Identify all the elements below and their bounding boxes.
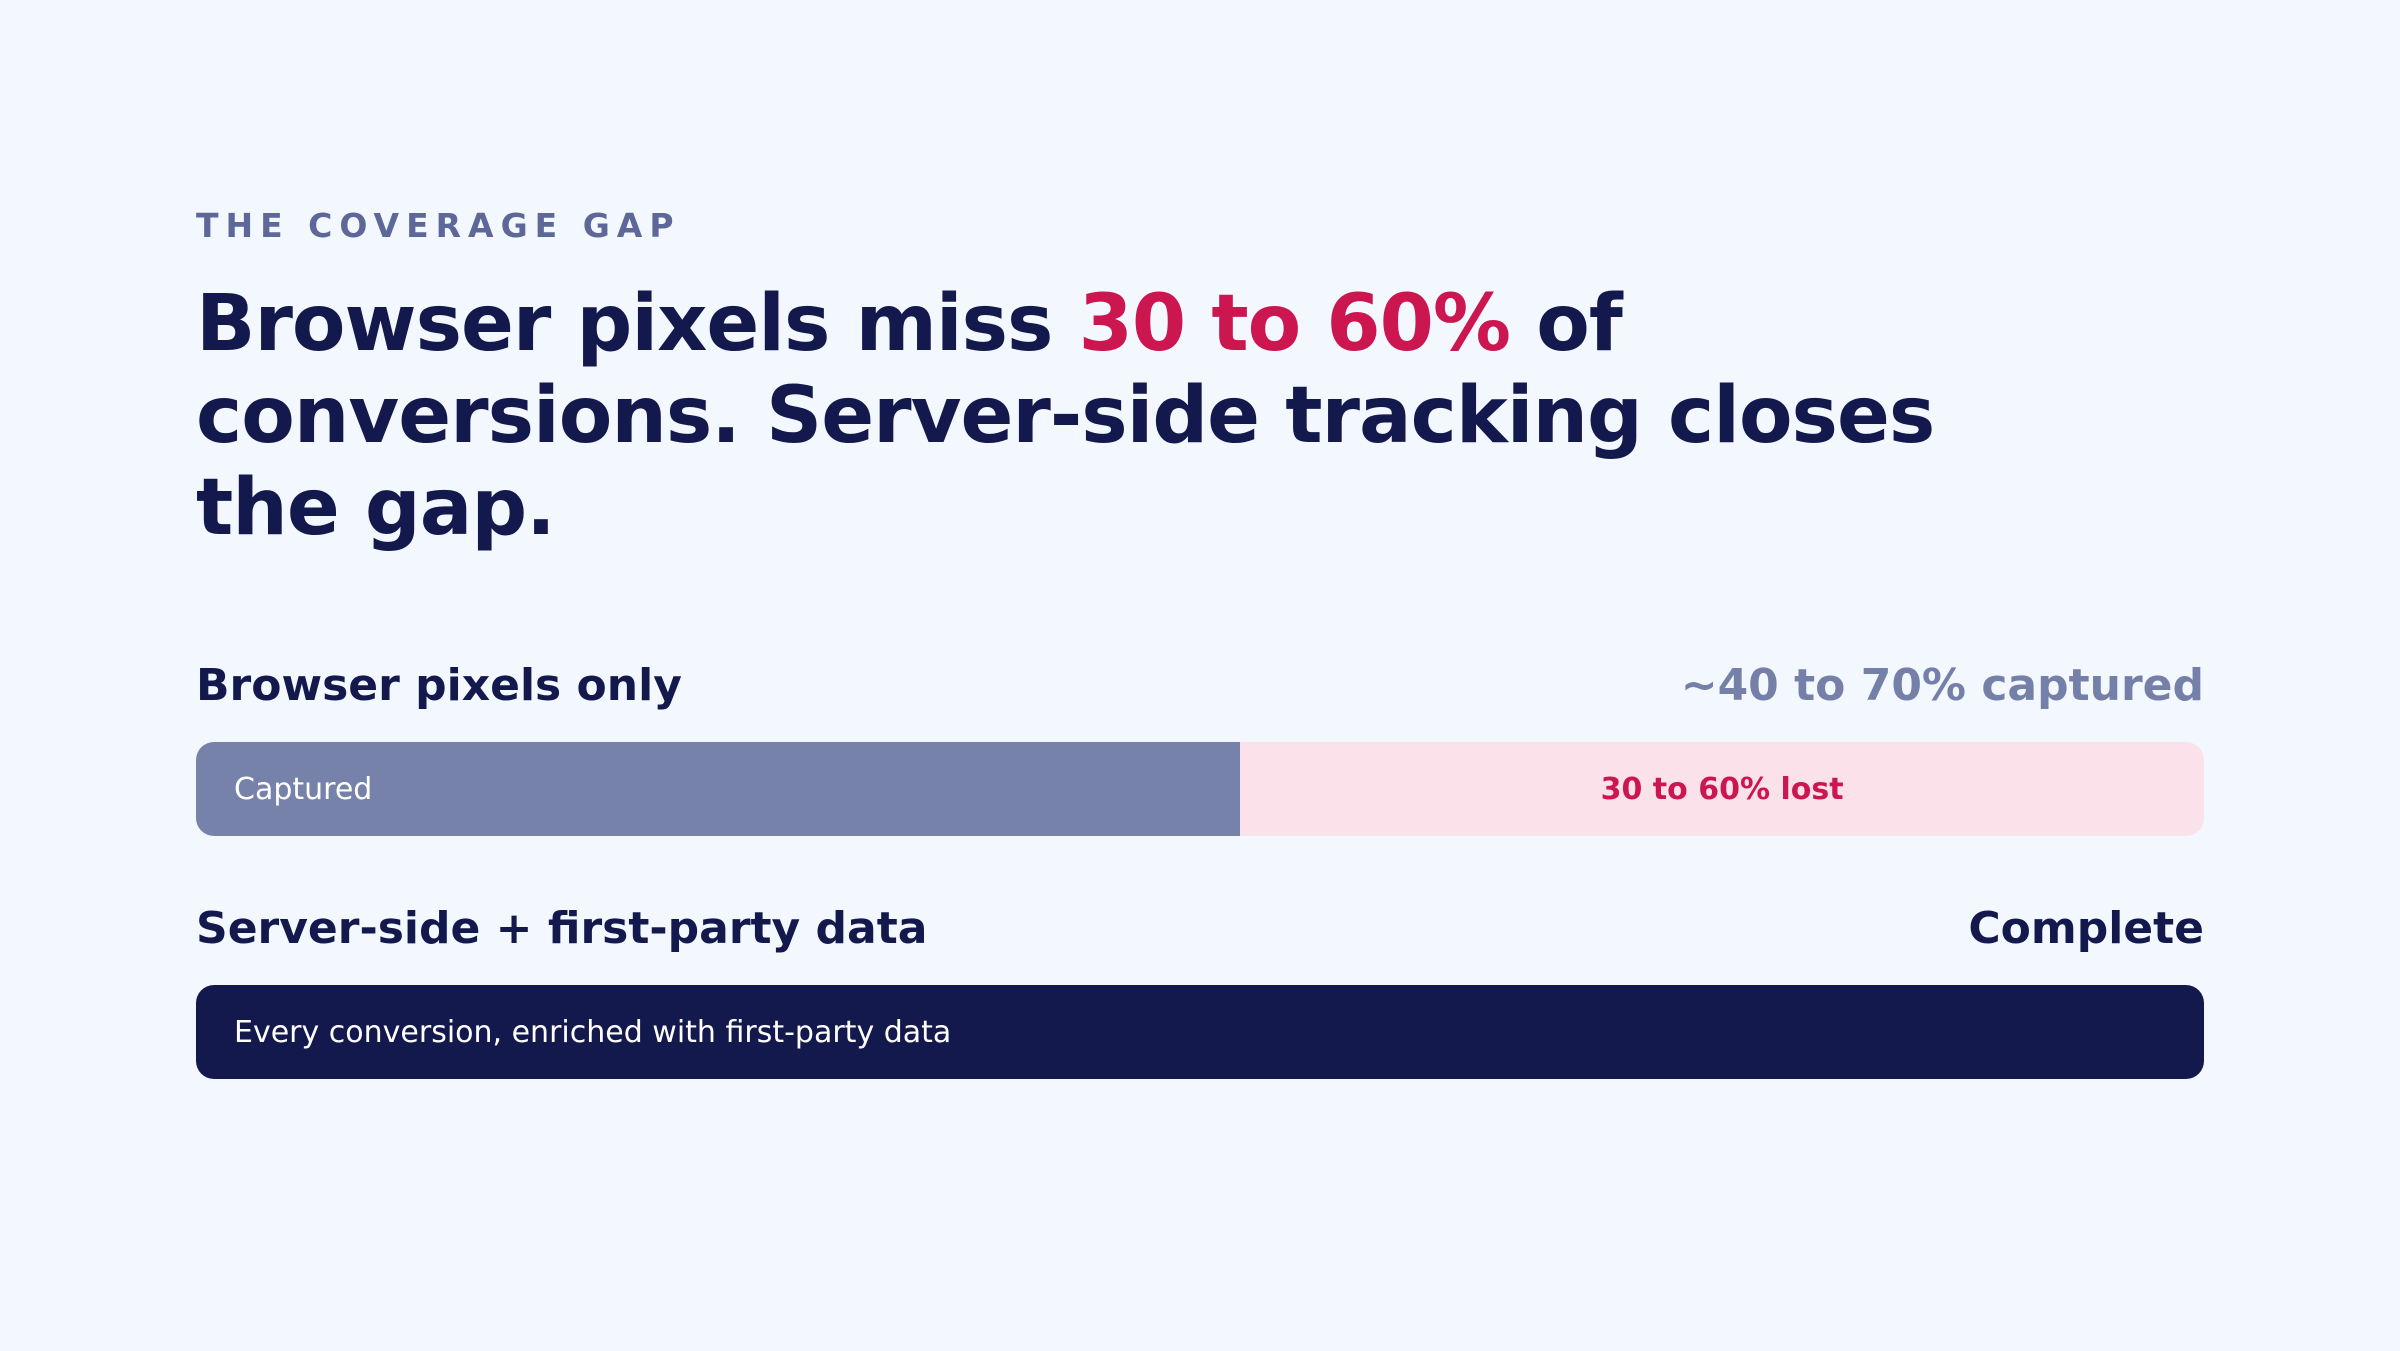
headline-end: of conversions. Server-side tracking clo… bbox=[196, 279, 1935, 553]
browser-pixels-label: Browser pixels only bbox=[196, 660, 682, 711]
server-side-label: Server-side + first-party data bbox=[196, 903, 928, 954]
server-side-bar-label: Every conversion, enriched with first-pa… bbox=[234, 1014, 952, 1050]
browser-pixels-bar: Captured 30 to 60% lost bbox=[196, 742, 2204, 836]
captured-segment-label: Captured bbox=[234, 771, 373, 807]
headline: Browser pixels miss 30 to 60% of convers… bbox=[196, 278, 2096, 554]
lost-segment-label: 30 to 60% lost bbox=[1600, 771, 1844, 807]
server-side-bar: Every conversion, enriched with first-pa… bbox=[196, 985, 2204, 1079]
eyebrow-label: THE COVERAGE GAP bbox=[196, 206, 681, 245]
browser-pixels-value: ~40 to 70% captured bbox=[1680, 660, 2204, 711]
captured-segment: Captured bbox=[196, 742, 1241, 836]
server-side-value: Complete bbox=[1968, 903, 2204, 954]
headline-highlight: 30 to 60% bbox=[1078, 279, 1511, 369]
headline-start: Browser pixels miss bbox=[196, 279, 1079, 369]
lost-segment: 30 to 60% lost bbox=[1240, 742, 2204, 836]
